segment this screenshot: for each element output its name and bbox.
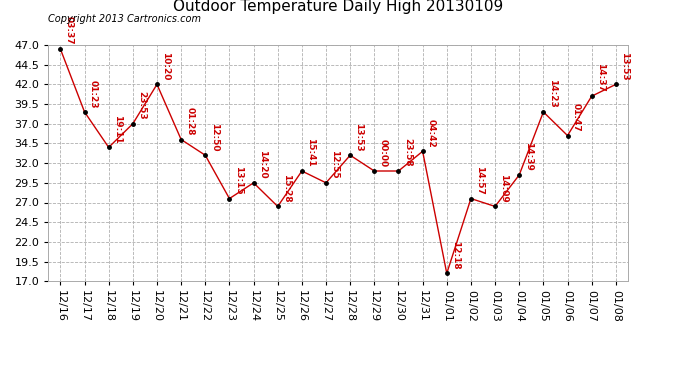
Text: 13:53: 13:53 xyxy=(355,123,364,151)
Text: 15:28: 15:28 xyxy=(282,174,291,202)
Text: 01:23: 01:23 xyxy=(89,80,98,108)
Text: Copyright 2013 Cartronics.com: Copyright 2013 Cartronics.com xyxy=(48,14,201,24)
Text: 13:15: 13:15 xyxy=(234,166,243,195)
Text: 12:50: 12:50 xyxy=(210,123,219,151)
Text: 01:47: 01:47 xyxy=(572,103,581,132)
Text: 15:41: 15:41 xyxy=(306,138,315,167)
Text: 01:28: 01:28 xyxy=(186,107,195,136)
Text: 12:18: 12:18 xyxy=(451,241,460,269)
Text: 14:20: 14:20 xyxy=(258,150,267,179)
Text: 12:55: 12:55 xyxy=(331,150,339,179)
Text: 14:37: 14:37 xyxy=(596,63,605,92)
Text: 14:39: 14:39 xyxy=(524,142,533,171)
Text: 14:57: 14:57 xyxy=(475,166,484,195)
Title: Outdoor Temperature Daily High 20130109: Outdoor Temperature Daily High 20130109 xyxy=(173,0,503,14)
Text: 23:53: 23:53 xyxy=(137,91,146,120)
Text: 14:09: 14:09 xyxy=(500,174,509,202)
Text: 14:23: 14:23 xyxy=(548,79,557,108)
Text: 04:42: 04:42 xyxy=(427,118,436,147)
Text: 10:20: 10:20 xyxy=(161,52,170,81)
Text: 03:37: 03:37 xyxy=(65,16,74,45)
Text: 13:53: 13:53 xyxy=(620,52,629,81)
Text: 19:11: 19:11 xyxy=(113,115,122,144)
Text: 23:58: 23:58 xyxy=(403,138,412,167)
Text: 00:00: 00:00 xyxy=(379,139,388,167)
